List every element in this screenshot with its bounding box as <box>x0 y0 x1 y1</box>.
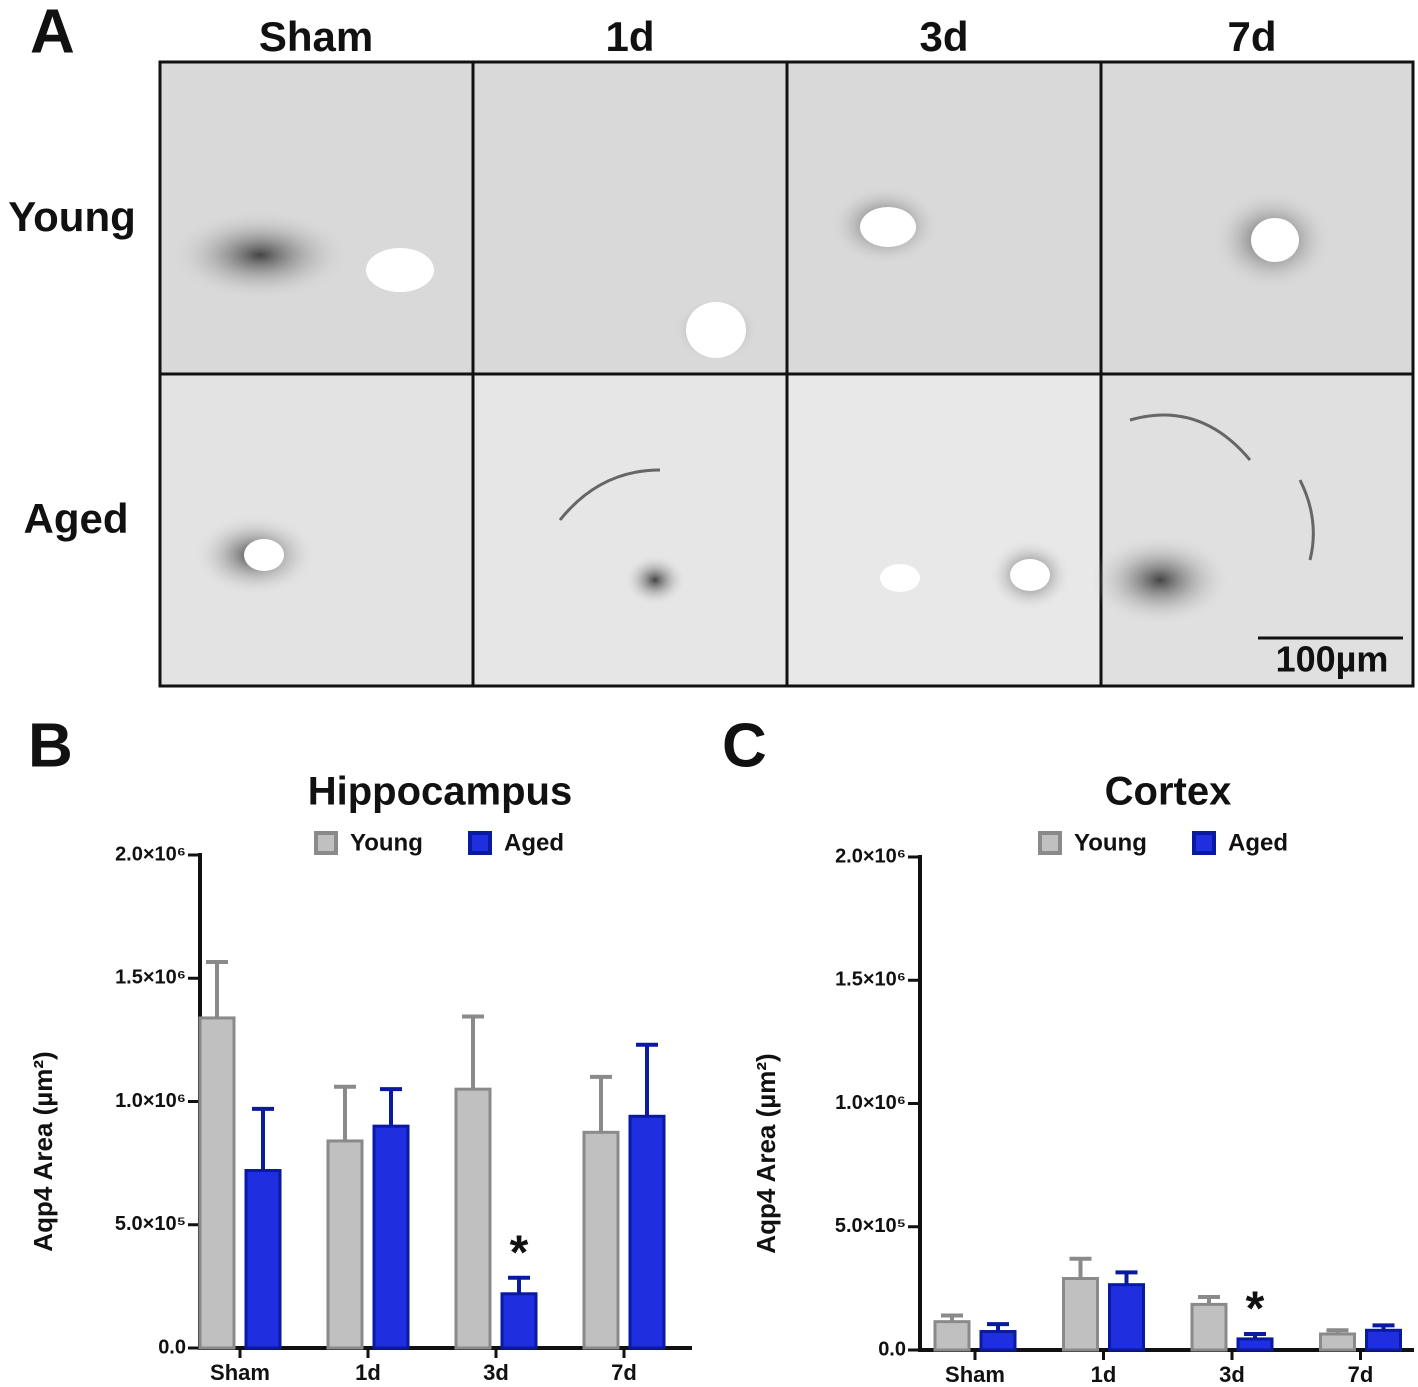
vessel <box>244 539 284 571</box>
bar <box>582 1130 620 1350</box>
x-tick-label: 1d <box>1091 1362 1117 1387</box>
bar <box>628 1114 666 1350</box>
bar <box>198 1016 236 1350</box>
legend-swatch <box>468 831 492 855</box>
y-axis-label: Aqp4 Area (µm²) <box>28 1051 58 1251</box>
panel-label: A <box>30 0 75 66</box>
legend-swatch <box>1192 831 1216 855</box>
scale-bar-label: 100µm <box>1276 639 1389 680</box>
x-tick-label: 7d <box>1348 1362 1374 1387</box>
y-tick-label: 1.0×10⁶ <box>835 1092 906 1114</box>
row-label: Aged <box>24 495 129 542</box>
micrograph <box>158 372 475 688</box>
x-tick-label: 1d <box>355 1360 381 1385</box>
y-axis-label: Aqp4 Area (µm²) <box>751 1053 781 1253</box>
column-label: 1d <box>605 13 654 60</box>
column-label: 3d <box>919 13 968 60</box>
bar <box>326 1139 364 1350</box>
bar <box>979 1330 1017 1352</box>
micrograph <box>785 372 1103 688</box>
y-tick-label: 0.0 <box>158 1336 186 1358</box>
bar <box>244 1169 282 1350</box>
bar <box>1319 1332 1356 1352</box>
legend-label: Young <box>350 829 423 856</box>
vessel-trace <box>558 413 1315 561</box>
y-tick-label: 2.0×10⁶ <box>115 843 186 865</box>
vessel <box>1251 218 1299 262</box>
micrograph <box>471 372 789 688</box>
bar <box>454 1087 492 1350</box>
bar <box>1108 1283 1145 1352</box>
stain <box>1090 535 1230 625</box>
vessel <box>686 302 746 358</box>
legend-swatch <box>314 831 338 855</box>
chart-title: Cortex <box>1105 770 1232 814</box>
x-tick-label: 3d <box>483 1360 509 1385</box>
significance-marker: * <box>510 1226 529 1279</box>
vessel <box>1010 559 1050 591</box>
y-tick-label: 1.5×10⁶ <box>835 969 906 991</box>
bar <box>933 1320 971 1352</box>
vessel <box>880 564 920 592</box>
legend-label: Young <box>1074 829 1147 856</box>
column-label: 7d <box>1227 13 1276 60</box>
vessel <box>366 248 434 292</box>
y-tick-label: 2.0×10⁶ <box>835 845 906 867</box>
panel-label: C <box>722 711 767 780</box>
bar <box>1236 1337 1274 1352</box>
micrographs <box>158 60 1415 688</box>
x-tick-label: Sham <box>945 1362 1005 1387</box>
bar <box>372 1124 410 1350</box>
y-tick-label: 0.0 <box>878 1338 906 1360</box>
legend-swatch <box>1038 831 1062 855</box>
significance-marker: * <box>1246 1283 1265 1336</box>
legend-label: Aged <box>504 829 564 856</box>
bar <box>1365 1328 1402 1352</box>
bar <box>1190 1302 1228 1352</box>
chart-title: Hippocampus <box>308 770 572 814</box>
y-tick-label: 5.0×10⁵ <box>835 1215 906 1237</box>
y-tick-label: 5.0×10⁵ <box>115 1213 186 1235</box>
panel-label: B <box>28 711 73 780</box>
stain <box>625 555 685 605</box>
column-label: Sham <box>259 13 373 60</box>
y-tick-label: 1.0×10⁶ <box>115 1090 186 1112</box>
legend-label: Aged <box>1228 829 1288 856</box>
x-tick-label: Sham <box>210 1360 270 1385</box>
micrograph <box>158 60 475 376</box>
stain <box>170 210 350 300</box>
x-tick-label: 3d <box>1219 1362 1245 1387</box>
bar <box>500 1292 538 1350</box>
x-tick-label: 7d <box>611 1360 637 1385</box>
bar <box>1062 1277 1099 1352</box>
y-tick-label: 1.5×10⁶ <box>115 967 186 989</box>
vessel <box>860 207 916 247</box>
row-label: Young <box>8 193 136 240</box>
micrograph <box>1099 372 1415 688</box>
